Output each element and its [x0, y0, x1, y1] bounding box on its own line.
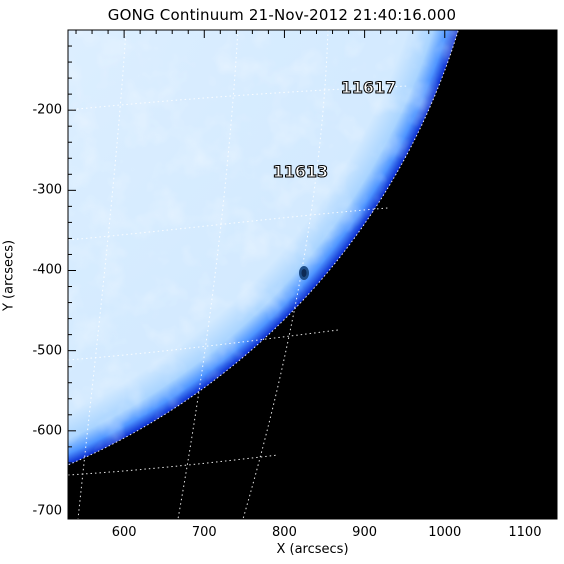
x-axis-label: X (arcsecs): [276, 542, 349, 557]
x-tick-label: 600: [111, 525, 137, 540]
x-tick-label: 900: [352, 525, 378, 540]
x-tick-label: 700: [191, 525, 217, 540]
y-axis-label: Y (arcsecs): [1, 239, 17, 312]
y-tick-label: -300: [32, 182, 62, 198]
active-region-label: 11613: [272, 161, 329, 181]
sunspot-umbra: [301, 269, 307, 277]
y-tick-label: -200: [32, 102, 62, 118]
y-tick-label: -700: [32, 503, 62, 519]
y-tick-label: -600: [32, 423, 62, 439]
x-tick-label: 1000: [428, 525, 462, 540]
x-tick-label: 1100: [508, 525, 542, 540]
solar-disk-plot: [68, 30, 557, 519]
active-region-label: 11617: [340, 77, 397, 97]
y-tick-label: -400: [32, 262, 62, 278]
x-tick-label: 800: [272, 525, 297, 540]
y-tick-label: -500: [32, 343, 62, 359]
solar-disk-svg: [68, 30, 557, 519]
image-title: GONG Continuum 21-Nov-2012 21:40:16.000: [107, 6, 457, 24]
